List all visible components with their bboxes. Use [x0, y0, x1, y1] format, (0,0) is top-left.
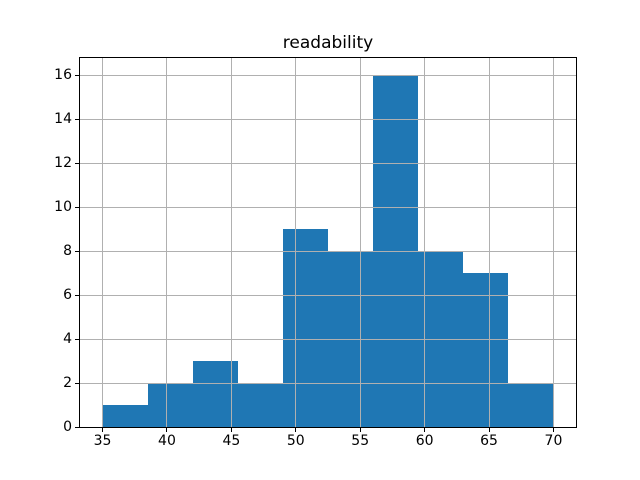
- y-tick-mark: [75, 426, 79, 428]
- y-gridline: [80, 426, 576, 428]
- y-gridline: [80, 338, 576, 340]
- y-gridline: [80, 206, 576, 208]
- x-gridline: [488, 57, 490, 428]
- histogram-bar: [282, 229, 328, 428]
- plot-area: [80, 57, 576, 428]
- x-gridline: [295, 57, 297, 428]
- y-tick-label: 12: [54, 154, 72, 171]
- x-gridline: [359, 57, 361, 428]
- x-tick-label: 35: [93, 433, 112, 450]
- x-tick-label: 70: [544, 433, 563, 450]
- y-gridline: [80, 162, 576, 164]
- x-tick-label: 40: [158, 433, 176, 450]
- x-tick-mark: [295, 428, 297, 433]
- y-tick-mark: [75, 294, 79, 296]
- y-tick-label: 6: [63, 286, 72, 303]
- y-tick-label: 16: [54, 66, 72, 83]
- x-tick-mark: [102, 428, 104, 433]
- x-tick-mark: [359, 428, 361, 433]
- y-tick-label: 8: [63, 242, 72, 259]
- y-tick-label: 0: [63, 418, 72, 435]
- y-gridline: [80, 250, 576, 252]
- y-tick-mark: [75, 74, 79, 76]
- y-tick-label: 14: [54, 110, 72, 127]
- chart-title: readability: [282, 33, 374, 53]
- y-gridline: [80, 74, 576, 76]
- x-tick-label: 55: [351, 433, 370, 450]
- y-tick-mark: [75, 118, 79, 120]
- x-gridline: [230, 57, 232, 428]
- x-tick-label: 45: [222, 433, 241, 450]
- x-tick-mark: [230, 428, 232, 433]
- y-tick-label: 4: [63, 330, 72, 347]
- x-tick-label: 50: [286, 433, 305, 450]
- histogram-bar: [463, 273, 509, 428]
- histogram-bar: [102, 405, 148, 428]
- y-tick-label: 2: [63, 374, 72, 391]
- y-tick-mark: [75, 162, 79, 164]
- y-gridline: [80, 118, 576, 120]
- x-gridline: [424, 57, 426, 428]
- x-tick-mark: [488, 428, 490, 433]
- x-gridline: [552, 57, 554, 428]
- y-tick-mark: [75, 206, 79, 208]
- x-tick-label: 60: [415, 433, 434, 450]
- histogram-bar: [192, 361, 238, 428]
- x-gridline: [166, 57, 168, 428]
- histogram-bar: [237, 383, 283, 428]
- x-tick-mark: [424, 428, 426, 433]
- x-tick-mark: [166, 428, 168, 433]
- x-tick-label: 65: [480, 433, 498, 450]
- y-tick-mark: [75, 338, 79, 340]
- histogram-bar: [508, 383, 554, 428]
- y-tick-mark: [75, 382, 79, 384]
- y-tick-mark: [75, 250, 79, 252]
- histogram-bar: [147, 383, 193, 428]
- x-tick-mark: [552, 428, 554, 433]
- y-gridline: [80, 382, 576, 384]
- y-gridline: [80, 294, 576, 296]
- y-tick-label: 10: [54, 198, 72, 215]
- x-gridline: [102, 57, 104, 428]
